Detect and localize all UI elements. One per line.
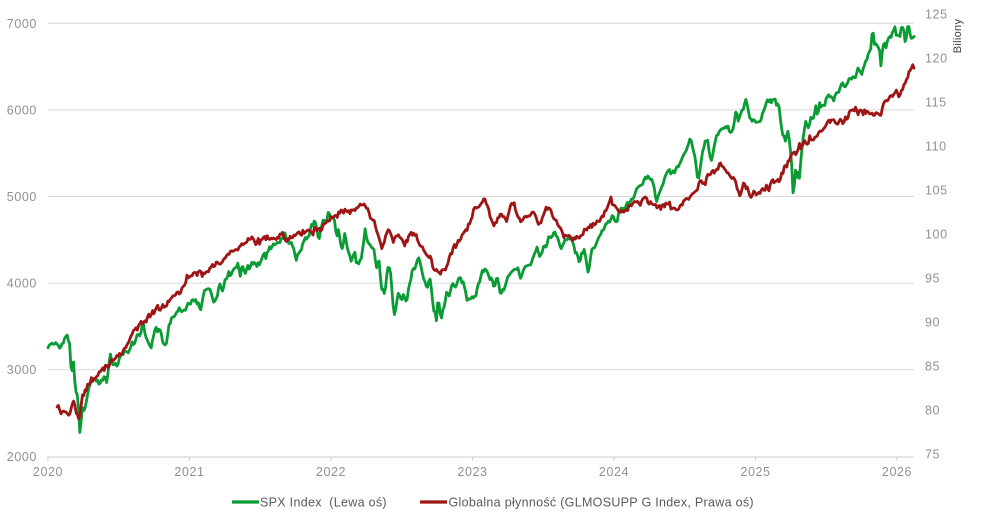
- svg-text:2020: 2020: [33, 465, 63, 479]
- svg-text:105: 105: [925, 184, 948, 198]
- svg-text:3000: 3000: [7, 363, 37, 377]
- svg-text:80: 80: [925, 404, 940, 418]
- svg-text:75: 75: [925, 448, 940, 462]
- svg-text:Globalna płynność (GLMOSUPP G: Globalna płynność (GLMOSUPP G Index, Pra…: [449, 496, 754, 510]
- svg-text:4000: 4000: [7, 277, 37, 291]
- svg-text:90: 90: [925, 316, 940, 330]
- svg-text:120: 120: [925, 52, 948, 66]
- svg-text:2000: 2000: [7, 450, 37, 464]
- svg-text:100: 100: [925, 228, 948, 242]
- svg-text:85: 85: [925, 360, 940, 374]
- svg-text:5000: 5000: [7, 190, 37, 204]
- svg-text:2025: 2025: [740, 465, 770, 479]
- svg-text:Biliony: Biliony: [952, 19, 964, 54]
- svg-text:125: 125: [925, 8, 948, 22]
- svg-text:6000: 6000: [7, 103, 37, 117]
- svg-text:115: 115: [925, 96, 947, 110]
- svg-text:2026: 2026: [882, 465, 912, 479]
- svg-text:2023: 2023: [457, 465, 487, 479]
- svg-text:7000: 7000: [7, 17, 37, 31]
- svg-text:2024: 2024: [599, 465, 629, 479]
- svg-text:2021: 2021: [174, 465, 204, 479]
- svg-text:95: 95: [925, 272, 940, 286]
- svg-text:2022: 2022: [316, 465, 346, 479]
- svg-text:SPX Index (Lewa oś): SPX Index (Lewa oś): [260, 496, 387, 510]
- svg-text:110: 110: [925, 140, 947, 154]
